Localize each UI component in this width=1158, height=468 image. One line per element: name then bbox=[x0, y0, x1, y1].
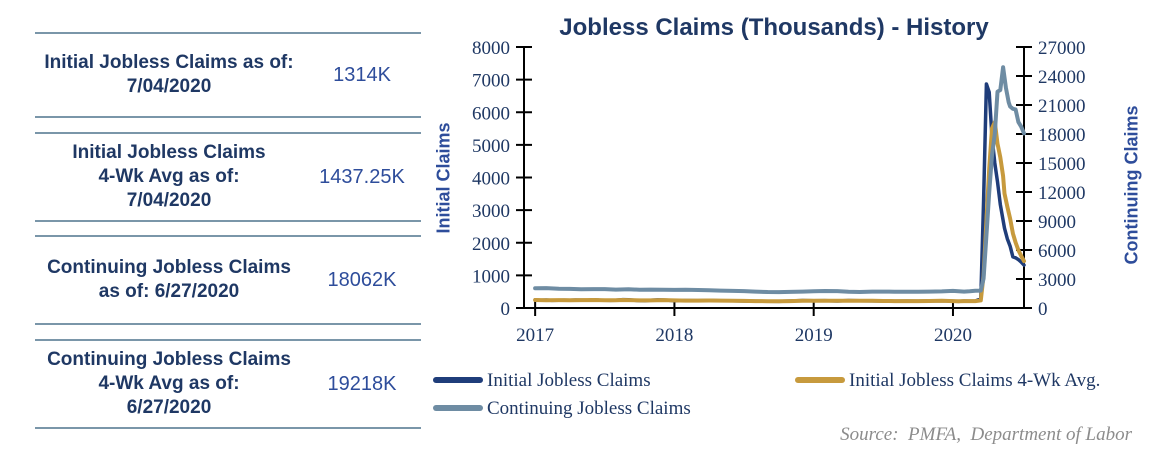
legend-label: Initial Jobless Claims bbox=[487, 370, 651, 391]
table-row: Initial Jobless Claims as of: 7/04/2020 … bbox=[35, 32, 421, 118]
right-axis-tick-label: 27000 bbox=[1038, 38, 1086, 59]
left-axis-tick-label: 6000 bbox=[472, 103, 510, 124]
legend-item-continuing: Continuing Jobless Claims bbox=[433, 398, 691, 420]
right-axis-tick-label: 6000 bbox=[1038, 241, 1076, 262]
left-axis-tick-label: 7000 bbox=[472, 71, 510, 92]
right-axis-tick-label: 18000 bbox=[1038, 125, 1086, 146]
right-axis-tick-label: 21000 bbox=[1038, 96, 1086, 117]
stat-label: Initial Jobless Claims 4-Wk Avg as of: 7… bbox=[72, 141, 266, 212]
source-attribution: Source: PMFA, Department of Labor bbox=[840, 424, 1132, 445]
legend-item-4wk-avg: Initial Jobless Claims 4-Wk Avg. bbox=[795, 370, 1100, 392]
left-axis-tick-label: 8000 bbox=[472, 38, 510, 59]
right-axis-tick-label: 9000 bbox=[1038, 212, 1076, 233]
left-axis-tick-label: 4000 bbox=[472, 169, 510, 190]
x-axis-tick-label: 2020 bbox=[934, 325, 972, 346]
jobless-claims-chart: 0 1000 2000 3000 4000 5000 6000 7000 8000 0 3000 60… bbox=[472, 38, 1086, 346]
right-axis-tick-label: 12000 bbox=[1038, 183, 1086, 204]
legend-label: Initial Jobless Claims 4-Wk Avg. bbox=[849, 370, 1101, 391]
legend-label: Continuing Jobless Claims bbox=[487, 398, 691, 419]
x-axis-tick-label: 2017 bbox=[516, 325, 554, 346]
stat-value: 1437.25K bbox=[319, 165, 405, 188]
left-axis-tick-label: 1000 bbox=[472, 266, 510, 287]
stat-label: Initial Jobless Claims as of: 7/04/2020 bbox=[44, 51, 294, 97]
left-axis-tick-label: 0 bbox=[501, 299, 511, 320]
stat-value: 18062K bbox=[327, 268, 397, 291]
legend-item-initial: Initial Jobless Claims bbox=[433, 370, 651, 392]
left-axis-tick-label: 5000 bbox=[472, 136, 510, 157]
right-axis-tick-label: 24000 bbox=[1038, 67, 1086, 88]
table-row: Continuing Jobless Claims 4-Wk Avg as of… bbox=[35, 339, 421, 429]
x-axis-tick-label: 2019 bbox=[795, 325, 833, 346]
chart-title: Jobless Claims (Thousands) - History bbox=[559, 14, 989, 41]
right-axis-tick-label: 0 bbox=[1038, 299, 1048, 320]
x-axis-tick-label: 2018 bbox=[655, 325, 693, 346]
right-axis-tick-label: 3000 bbox=[1038, 270, 1076, 291]
stat-label: Continuing Jobless Claims as of: 6/27/20… bbox=[47, 256, 291, 302]
left-axis-tick-label: 3000 bbox=[472, 201, 510, 222]
stat-value: 1314K bbox=[333, 63, 391, 86]
right-axis-tick-label: 15000 bbox=[1038, 154, 1086, 175]
stat-value: 19218K bbox=[327, 372, 397, 395]
left-axis-tick-label: 2000 bbox=[472, 234, 510, 255]
stat-label: Continuing Jobless Claims 4-Wk Avg as of… bbox=[47, 348, 291, 419]
table-row: Continuing Jobless Claims as of: 6/27/20… bbox=[35, 235, 421, 325]
table-row: Initial Jobless Claims 4-Wk Avg as of: 7… bbox=[35, 132, 421, 222]
initial-jobless-claims-4-wk-avg--line bbox=[533, 120, 1026, 304]
initial-jobless-claims-line bbox=[533, 82, 1026, 304]
initial-claims-line-swatch bbox=[433, 376, 483, 383]
continuing-jobless-claims-line bbox=[533, 65, 1026, 295]
avg-claims-line-swatch bbox=[795, 376, 845, 383]
continuing-claims-line-swatch bbox=[433, 404, 483, 411]
